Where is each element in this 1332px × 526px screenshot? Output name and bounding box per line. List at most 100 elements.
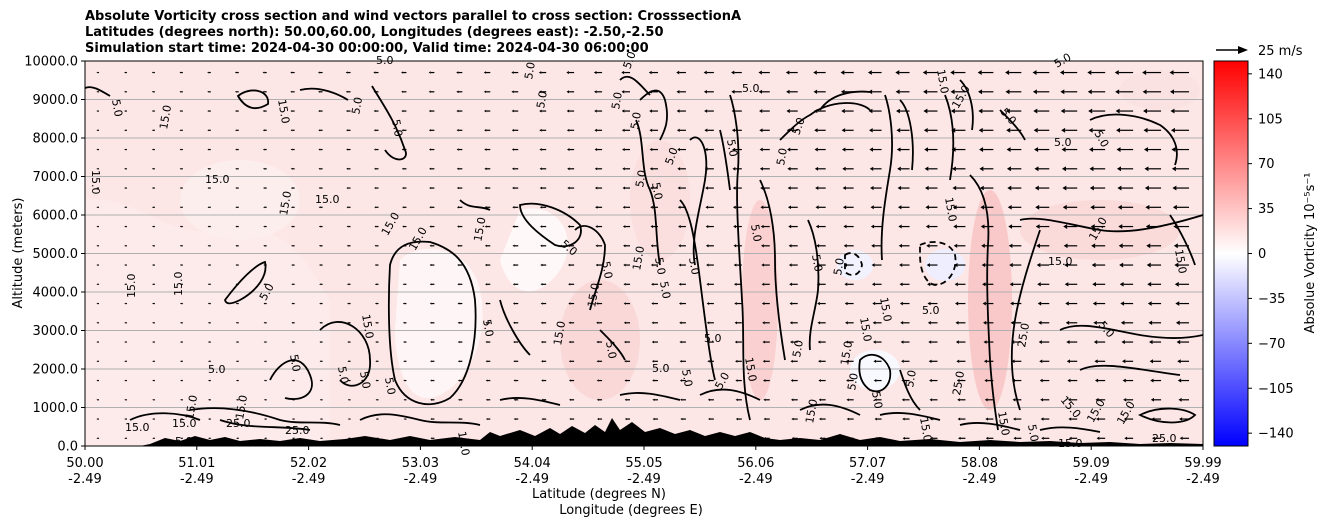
wind-vector-head: [928, 359, 932, 363]
wind-vector-head: [1006, 147, 1011, 152]
x-tick-label-lon: -2.49: [627, 472, 661, 487]
wind-vector-head: [124, 264, 126, 266]
wind-vector-head: [456, 167, 459, 171]
wind-vector-head: [457, 283, 460, 286]
wind-vector-head: [706, 282, 709, 286]
wind-vector-head: [263, 206, 265, 209]
wind-vector-head: [96, 129, 98, 132]
wind-vector-head: [761, 301, 765, 306]
wind-vector-head: [1035, 224, 1040, 229]
wind-vector-head: [456, 206, 459, 209]
colorbar-gradient: [1213, 60, 1249, 447]
wind-vector-head: [180, 418, 182, 420]
x-tick-label-lon: -2.49: [963, 472, 997, 487]
title-line-2: Latitudes (degrees north): 50.00,60.00, …: [85, 25, 664, 40]
wind-vector-head: [96, 90, 98, 93]
wind-vector-head: [1150, 378, 1154, 383]
wind-vector-head: [291, 225, 293, 228]
wind-vector-head: [842, 205, 847, 210]
wind-vector-head: [814, 166, 819, 171]
wind-vector-head: [541, 360, 544, 363]
wind-vector-head: [763, 379, 766, 382]
wind-vector-head: [235, 321, 238, 324]
wind-vector-head: [649, 109, 652, 113]
wind-vector-head: [318, 129, 321, 132]
wind-vector-head: [923, 108, 928, 114]
wind-vector-head: [845, 359, 849, 363]
wind-vector-head: [484, 109, 487, 113]
wind-vector-head: [734, 340, 738, 344]
wind-vector-head: [650, 244, 654, 248]
wind-vector-head: [483, 90, 487, 94]
wind-vector-head: [1062, 204, 1067, 210]
wind-vector-head: [922, 70, 927, 75]
wind-vector-head: [1146, 262, 1151, 268]
wind-vector-head: [1060, 89, 1065, 95]
wind-vector-head: [124, 187, 126, 189]
wind-vector-head: [347, 302, 349, 305]
contour-label: 5.0: [903, 369, 919, 388]
wind-vector-head: [567, 148, 570, 151]
wind-vector-head: [401, 167, 404, 170]
wind-vector-head: [539, 205, 543, 209]
wind-vector-head: [180, 321, 182, 324]
wind-vector-head: [679, 340, 682, 344]
wind-vector-head: [347, 379, 350, 382]
wind-vector-head: [374, 167, 376, 170]
y-tick-label: 10000.0: [24, 55, 78, 70]
wind-vector-head: [676, 70, 680, 75]
wind-vector-head: [1011, 340, 1015, 344]
wind-vector-head: [787, 147, 791, 152]
wind-vector-head: [457, 340, 460, 344]
wind-vector-head: [622, 186, 626, 190]
y-tick-label: 9000.0: [33, 93, 79, 108]
wind-vector-head: [950, 89, 955, 95]
wind-vector-head: [1149, 339, 1153, 345]
wind-vector-head: [540, 244, 543, 248]
wind-vector-head: [761, 263, 765, 267]
wind-vector-head: [703, 89, 707, 94]
wind-vector-head: [540, 302, 543, 305]
contour-label: 5.0: [534, 90, 550, 109]
wind-vector-head: [152, 321, 154, 324]
wind-vector-head: [1091, 243, 1096, 249]
wind-vector-head: [650, 205, 653, 209]
wind-vector-head: [871, 243, 875, 248]
wind-vector-head: [980, 205, 985, 210]
wind-vector-head: [124, 302, 126, 305]
wind-vector-head: [732, 186, 736, 190]
wind-vector-head: [1038, 320, 1042, 325]
wind-vector-head: [1170, 127, 1175, 133]
wind-vector-head: [895, 70, 900, 75]
wind-vector-head: [1123, 417, 1127, 421]
wind-vector-head: [347, 398, 350, 401]
wind-vector-head: [895, 89, 900, 95]
wind-vector-head: [762, 340, 765, 344]
wind-vector-head: [567, 225, 570, 228]
wind-vector-head: [1122, 359, 1126, 364]
wind-vector-head: [1067, 398, 1071, 402]
wind-vector-head: [235, 167, 237, 170]
contour-label: 5.0: [748, 223, 764, 242]
wind-vector-head: [180, 437, 182, 440]
wind-vector-head: [1034, 147, 1039, 152]
wind-vector-head: [731, 109, 735, 113]
wind-vector-head: [291, 302, 293, 305]
wind-vector-head: [1061, 147, 1066, 152]
wind-vector-head: [207, 148, 209, 151]
wind-vector-head: [841, 108, 845, 114]
contour-label: 5.0: [652, 256, 668, 275]
wind-vector-head: [1172, 204, 1177, 210]
wind-vector-head: [978, 108, 983, 114]
wind-vector-head: [513, 379, 516, 382]
wind-vector-head: [925, 205, 929, 210]
wind-vector-head: [457, 302, 460, 305]
wind-vector-head: [595, 263, 598, 267]
wind-vector-head: [346, 225, 349, 228]
x-tick-label-lat: 59.99: [1184, 456, 1221, 471]
wind-vector-head: [1118, 243, 1123, 249]
wind-vector-head: [1116, 127, 1121, 133]
wind-vector-head: [596, 398, 599, 401]
wind-vector-head: [813, 89, 818, 94]
x-tick-label-lat: 55.05: [625, 456, 662, 471]
